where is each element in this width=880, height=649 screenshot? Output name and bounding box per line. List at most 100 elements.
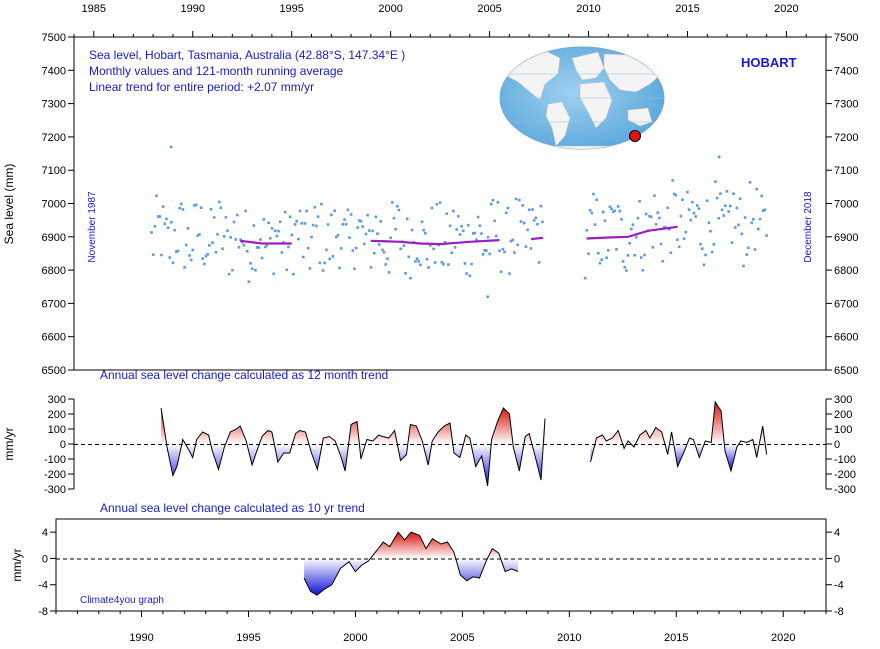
monthly-point <box>623 265 627 269</box>
monthly-point <box>488 252 491 256</box>
monthly-point <box>447 263 450 266</box>
monthly-point <box>625 269 628 272</box>
monthly-point <box>501 247 505 251</box>
y-tick-label-left: 7300 <box>42 99 66 111</box>
title-line-2: Monthly values and 121-month running ave… <box>89 64 343 78</box>
monthly-point <box>372 251 376 255</box>
panel3-y-tick-label-right: -8 <box>834 606 844 618</box>
monthly-point <box>236 213 239 217</box>
monthly-point <box>639 256 643 259</box>
monthly-point <box>226 229 229 232</box>
monthly-point <box>450 251 454 255</box>
start-date-label: November 1987 <box>87 191 98 263</box>
panel2-y-tick-label-left: -100 <box>44 454 66 466</box>
monthly-point <box>509 239 513 243</box>
monthly-point <box>653 194 656 197</box>
monthly-point <box>311 223 315 227</box>
monthly-point <box>280 251 284 254</box>
monthly-point <box>735 206 739 210</box>
panel3-title: Annual sea level change calculated as 10… <box>100 501 365 515</box>
world-map-inset <box>499 46 665 150</box>
monthly-point <box>691 200 694 204</box>
monthly-point <box>717 216 721 220</box>
monthly-point <box>361 225 364 228</box>
panel3-y-tick-label-left: -4 <box>38 580 48 592</box>
monthly-point <box>417 260 421 263</box>
monthly-point <box>700 247 704 250</box>
monthly-point <box>458 233 462 236</box>
monthly-point <box>358 219 361 222</box>
monthly-point <box>381 248 384 252</box>
monthly-point <box>394 227 397 231</box>
panel2-y-tick-label-left: -200 <box>44 469 66 481</box>
monthly-point <box>183 266 186 269</box>
monthly-point <box>536 223 539 226</box>
panel2-y-tick-label-right: -200 <box>834 469 856 481</box>
bottom-x-tick-label: 2000 <box>343 632 367 644</box>
sea-level-ylabel: Sea level (mm) <box>2 164 16 245</box>
y-tick-label-right: 7200 <box>834 132 858 144</box>
monthly-point <box>621 260 625 263</box>
top-x-tick-label: 2015 <box>675 3 699 15</box>
monthly-point <box>597 251 600 255</box>
monthly-point <box>463 262 467 265</box>
monthly-point <box>518 198 521 202</box>
monthly-point <box>189 258 193 262</box>
monthly-point <box>763 208 767 212</box>
monthly-point <box>359 219 363 223</box>
monthly-point <box>684 230 688 234</box>
monthly-point <box>491 198 495 202</box>
monthly-point <box>583 276 587 280</box>
y-tick-label-left: 7200 <box>42 132 66 144</box>
bottom-x-tick-label: 1995 <box>236 632 260 644</box>
y-tick-label-right: 6600 <box>834 332 858 344</box>
monthly-point <box>420 220 424 224</box>
monthly-point <box>679 214 683 218</box>
monthly-point <box>659 242 663 246</box>
monthly-point <box>443 240 447 244</box>
monthly-point <box>227 272 231 276</box>
monthly-point <box>592 192 595 196</box>
monthly-point <box>740 232 744 236</box>
monthly-point <box>326 223 330 226</box>
monthly-point <box>348 236 351 239</box>
title-line-1: Sea level, Hobart, Tasmania, Australia (… <box>89 48 405 62</box>
monthly-point <box>181 208 185 211</box>
monthly-point <box>526 228 529 232</box>
y-tick-label-left: 6500 <box>42 365 66 377</box>
monthly-point <box>470 262 473 266</box>
monthly-point <box>626 254 630 257</box>
monthly-point <box>349 213 353 216</box>
positive-trend-area <box>304 532 518 559</box>
monthly-point <box>522 221 526 225</box>
monthly-point <box>761 209 765 212</box>
monthly-point <box>681 198 684 202</box>
monthly-point <box>435 202 439 206</box>
monthly-point <box>186 227 190 230</box>
monthly-point <box>254 268 257 272</box>
monthly-point <box>219 206 223 210</box>
panel2-y-tick-label-left: 300 <box>48 394 66 406</box>
panel2-y-axis: -300 -300 -200 -200 -100 -100 0 0 100 100 200 200 30… <box>44 394 856 496</box>
monthly-point <box>427 266 430 269</box>
monthly-point <box>234 238 237 241</box>
monthly-point <box>184 243 188 247</box>
monthly-point <box>399 247 402 251</box>
monthly-point <box>278 220 282 224</box>
monthly-point <box>648 214 651 218</box>
monthly-point <box>656 211 660 215</box>
trend-line <box>303 531 519 596</box>
monthly-point <box>288 215 292 219</box>
monthly-point <box>636 216 640 220</box>
panel2-y-tick-label-left: 200 <box>48 409 66 421</box>
top-x-tick-label: 2000 <box>378 3 402 15</box>
positive-trend-area <box>161 408 545 444</box>
monthly-point <box>455 228 458 231</box>
negative-trend-area <box>304 558 518 596</box>
monthly-point <box>732 192 735 195</box>
monthly-point <box>321 269 325 272</box>
y-tick-label-right: 6800 <box>834 265 858 277</box>
monthly-point <box>588 208 592 212</box>
monthly-point <box>457 215 460 218</box>
monthly-point <box>663 225 666 229</box>
